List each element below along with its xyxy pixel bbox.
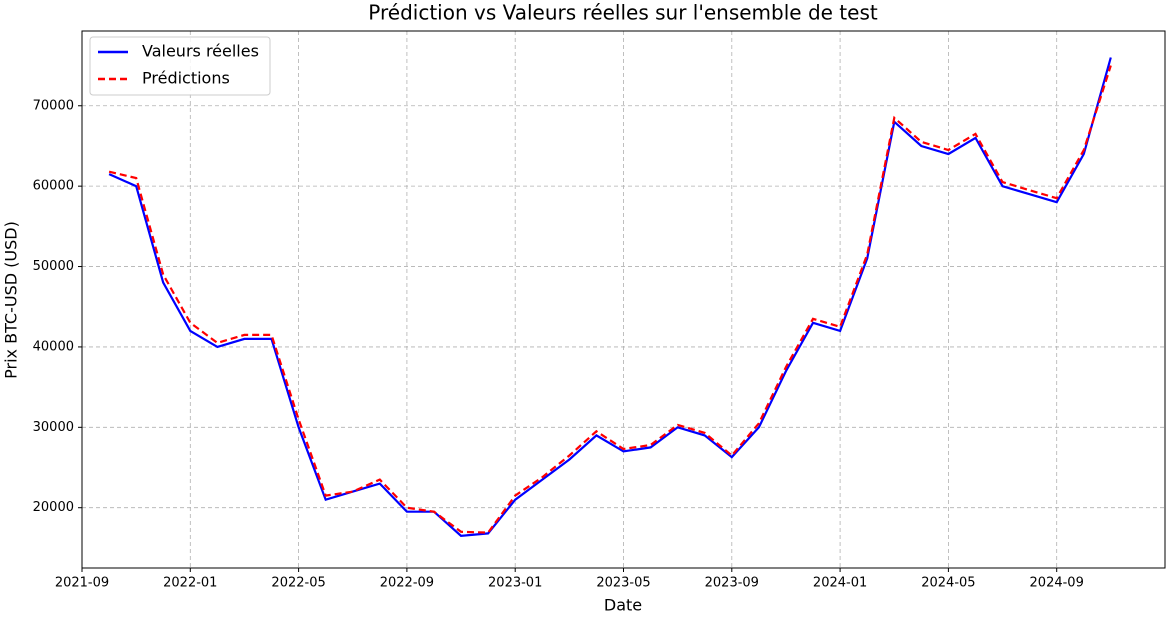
y-tick-label: 60000 <box>33 179 74 194</box>
y-tick-label: 30000 <box>33 420 74 435</box>
x-tick-label: 2024-09 <box>1030 576 1084 591</box>
x-tick-label: 2023-01 <box>488 576 542 591</box>
legend: Valeurs réelles Prédictions <box>89 36 271 96</box>
x-tick-label: 2021-09 <box>55 576 109 591</box>
x-axis-label: Date <box>604 596 642 615</box>
legend-box <box>89 36 271 96</box>
y-axis-label: Prix BTC-USD (USD) <box>2 221 21 379</box>
y-tick-label: 70000 <box>33 98 74 113</box>
legend-label: Valeurs réelles <box>142 42 259 61</box>
x-tick-label: 2022-09 <box>380 576 434 591</box>
plot-frame <box>81 30 1166 569</box>
y-tick-label: 40000 <box>33 339 74 354</box>
legend-label: Prédictions <box>142 69 230 88</box>
x-tick-label: 2023-09 <box>705 576 759 591</box>
chart-title: Prédiction vs Valeurs réelles sur l'ense… <box>368 1 878 25</box>
y-tick-label: 50000 <box>33 259 74 274</box>
x-tick-label: 2023-05 <box>596 576 650 591</box>
data-line <box>108 65 1112 534</box>
x-tick-label: 2024-01 <box>813 576 867 591</box>
x-tick-label: 2022-05 <box>271 576 325 591</box>
x-tick-label: 2024-05 <box>921 576 975 591</box>
y-tick-label: 20000 <box>33 500 74 515</box>
data-line <box>108 57 1112 537</box>
x-tick-label: 2022-01 <box>163 576 217 591</box>
